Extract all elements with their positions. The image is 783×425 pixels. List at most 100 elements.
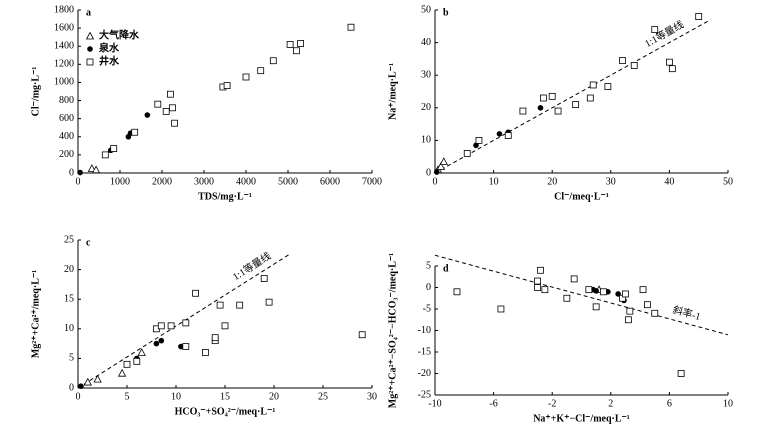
point: [600, 288, 607, 296]
point: [257, 67, 265, 75]
x-tick-label: 3000: [194, 176, 214, 187]
y-tick-label: 0: [426, 282, 431, 293]
x-tick-label: -10: [428, 398, 441, 409]
point: [534, 277, 541, 285]
x-tick-label: 2: [608, 398, 613, 409]
y-axis-label: Na⁺/meq·L⁻¹: [387, 63, 398, 120]
x-tick-label: 20: [547, 176, 557, 187]
point: [117, 368, 127, 377]
point: [223, 82, 231, 90]
y-tick-label: 1200: [54, 59, 74, 70]
point: [540, 94, 547, 102]
y-tick-label: 10: [64, 323, 74, 334]
x-tick-label: 30: [606, 176, 616, 187]
point: [157, 322, 165, 330]
point: [572, 101, 580, 108]
point: [570, 275, 578, 283]
point: [137, 348, 146, 356]
x-tick-label: 5000: [278, 176, 298, 187]
x-tick-label: 10: [723, 398, 733, 409]
x-tick-label: 15: [220, 391, 230, 402]
y-tick-label: 0: [69, 167, 74, 178]
reference-label: 斜率-1: [671, 303, 702, 323]
point: [171, 119, 179, 127]
y-tick-label: 40: [421, 37, 431, 48]
point: [292, 47, 300, 55]
point: [554, 107, 562, 115]
point: [668, 65, 676, 73]
y-tick-label: 200: [59, 149, 74, 160]
y-tick-label: 800: [59, 95, 74, 106]
y-tick-label: 50: [421, 4, 431, 15]
y-axis-label: Mg²⁺+Ca²⁺−SO₄²⁻−HCO₃⁻/meq·L⁻¹: [387, 253, 398, 408]
panel-label: a: [86, 7, 91, 18]
point: [436, 162, 446, 170]
y-tick-label: 0: [426, 167, 431, 178]
point: [77, 169, 83, 176]
x-axis-label: HCO₃⁻+SO₄²⁻/meq·L⁻¹: [175, 406, 276, 417]
x-tick-label: 6000: [320, 176, 340, 187]
point: [453, 288, 461, 296]
x-tick-label: 4000: [236, 176, 256, 187]
y-axis-label: Mg²⁺+Ca²⁺/meq·L⁻¹: [30, 270, 41, 358]
point: [110, 145, 118, 152]
point: [78, 383, 84, 390]
panel-label: b: [443, 7, 449, 18]
x-tick-label: 10: [489, 176, 499, 187]
legend-label: 泉水: [98, 41, 120, 54]
x-tick-label: 6: [667, 398, 672, 409]
point: [347, 23, 355, 31]
panel-label: d: [443, 263, 449, 274]
legend-marker: [85, 31, 95, 40]
point: [496, 131, 503, 137]
x-tick-label: -6: [489, 398, 497, 409]
y-tick-label: 5: [426, 260, 431, 271]
x-tick-label: 50: [723, 176, 733, 187]
point: [144, 112, 151, 118]
point: [589, 81, 597, 89]
point: [537, 266, 544, 274]
point: [182, 319, 190, 327]
x-tick-label: 25: [318, 391, 328, 402]
y-tick-label: 30: [421, 69, 431, 80]
x-tick-label: 0: [76, 176, 81, 187]
x-tick-label: 10: [171, 391, 181, 402]
reference-line: [434, 254, 729, 336]
x-tick-label: -2: [548, 398, 556, 409]
point: [473, 142, 479, 149]
y-tick-label: 1400: [54, 41, 74, 52]
panel-label: c: [86, 237, 91, 248]
point: [166, 90, 174, 98]
y-tick-label: -20: [418, 368, 431, 379]
point: [497, 305, 505, 313]
point: [619, 57, 626, 64]
point: [666, 58, 673, 66]
y-tick-label: 600: [59, 113, 74, 124]
point: [475, 136, 483, 144]
legend-marker: [87, 46, 93, 52]
y-tick-label: -15: [418, 346, 431, 357]
y-tick-label: -25: [418, 389, 431, 400]
point: [242, 73, 250, 81]
point: [269, 57, 277, 65]
x-tick-label: 30: [367, 391, 377, 402]
point: [286, 41, 294, 48]
point: [265, 298, 273, 306]
point: [91, 165, 101, 174]
point: [439, 157, 448, 165]
point: [154, 100, 162, 108]
point: [626, 307, 634, 315]
point: [541, 286, 549, 294]
point: [630, 62, 638, 69]
point: [167, 322, 175, 330]
x-axis-label: TDS/mg·L⁻¹: [198, 191, 252, 202]
point: [586, 94, 594, 102]
point: [297, 40, 305, 47]
y-tick-label: 1600: [54, 22, 74, 33]
legend-label: 井水: [99, 54, 120, 67]
point: [519, 107, 527, 115]
point: [201, 349, 209, 356]
legend-marker: [86, 58, 94, 66]
x-tick-label: 5: [125, 391, 130, 402]
